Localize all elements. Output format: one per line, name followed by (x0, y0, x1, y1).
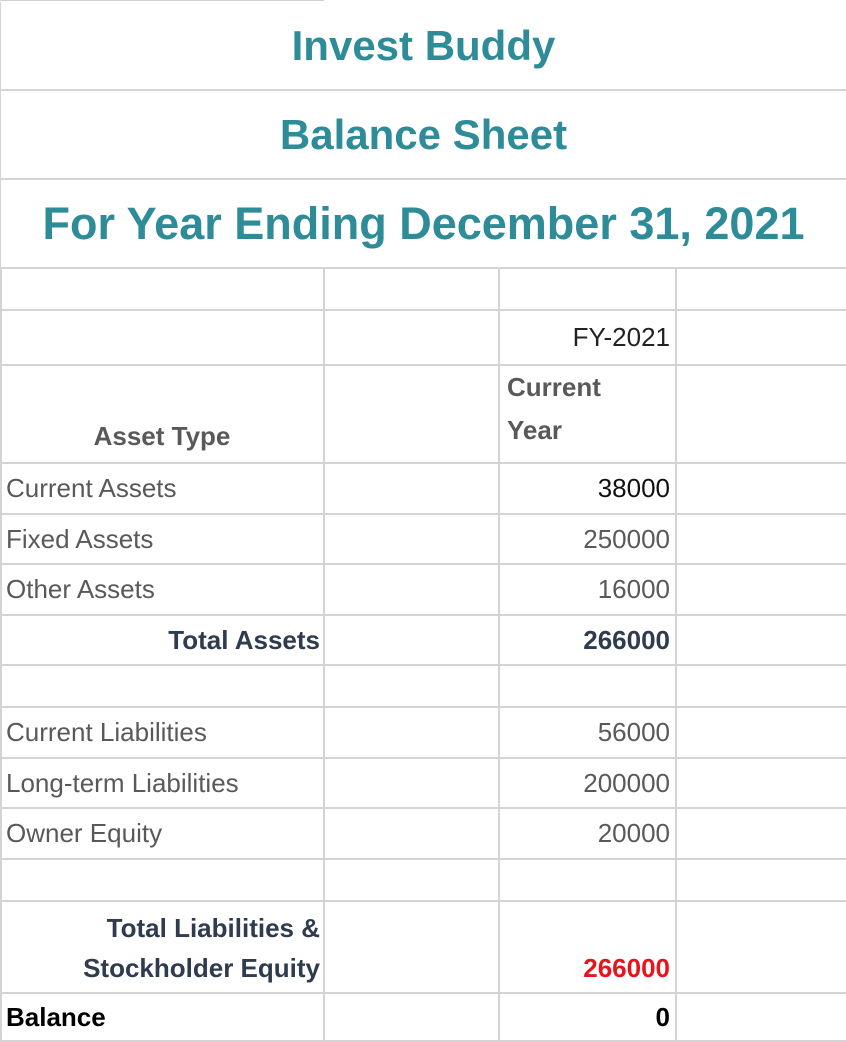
balance-label: Balance (6, 1001, 106, 1032)
grid-hline (0, 364, 846, 366)
owner-equity-label: Owner Equity (6, 818, 163, 848)
grid-hline (0, 1040, 846, 1042)
grid-vline-2 (323, 269, 325, 1042)
asset-value-current: 38000 (597, 473, 670, 503)
asset-type-header: Asset Type (93, 421, 231, 451)
current-year-header-line2: Year (507, 415, 562, 445)
current-year-header: Current Year (507, 366, 677, 462)
grid-hline (0, 462, 846, 464)
grid-hline (0, 706, 846, 708)
top-border (0, 0, 324, 1)
grid-hline (0, 614, 846, 616)
liability-value-longterm: 200000 (583, 767, 670, 798)
asset-value-fixed: 250000 (583, 523, 670, 554)
grid-hline (0, 513, 846, 515)
fiscal-year-header: FY-2021 (572, 322, 670, 352)
total-liabilities-label-line2: Stockholder Equity (83, 953, 320, 983)
grid-hline (0, 757, 846, 759)
company-title: Invest Buddy (0, 2, 846, 91)
asset-value-other: 16000 (597, 574, 670, 604)
grid-hline (0, 900, 846, 902)
grid-hline (0, 807, 846, 809)
grid-hline (0, 858, 846, 860)
total-liabilities-value: 266000 (583, 953, 670, 983)
total-assets-value: 266000 (583, 624, 670, 655)
grid-vline-3 (498, 269, 500, 1042)
asset-label-other: Other Assets (6, 574, 155, 604)
grid-hline (0, 309, 846, 311)
current-year-header-line1: Current (507, 372, 601, 402)
grid-vline-4 (675, 269, 677, 1042)
total-liabilities-label: Total Liabilities & Stockholder Equity (0, 902, 320, 992)
owner-equity-value: 20000 (597, 818, 670, 848)
liability-label-current: Current Liabilities (6, 717, 207, 747)
asset-label-current: Current Assets (6, 473, 177, 503)
grid-vline-1 (0, 269, 2, 1042)
report-title: Balance Sheet (0, 91, 846, 180)
grid-hline (0, 992, 846, 994)
total-assets-label: Total Assets (168, 624, 320, 655)
grid-hline (0, 563, 846, 565)
grid-hline (0, 664, 846, 666)
balance-value: 0 (655, 1001, 670, 1032)
liability-value-current: 56000 (597, 717, 670, 747)
asset-label-fixed: Fixed Assets (6, 523, 154, 554)
total-liabilities-label-line1: Total Liabilities & (106, 913, 320, 943)
liability-label-longterm: Long-term Liabilities (6, 767, 239, 798)
period-title: For Year Ending December 31, 2021 (0, 180, 846, 269)
